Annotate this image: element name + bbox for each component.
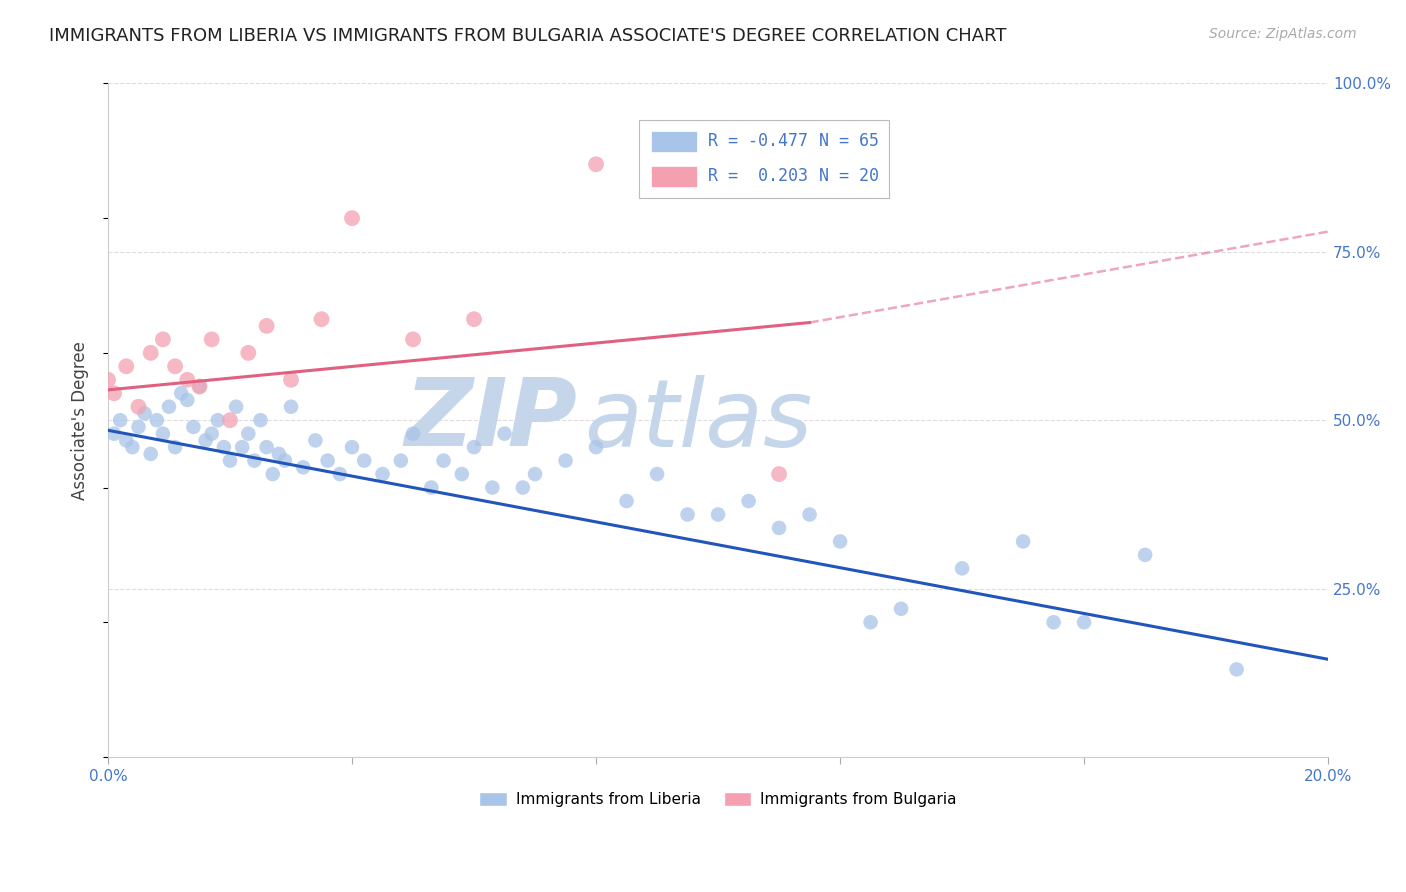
Point bbox=[165, 440, 187, 454]
Point bbox=[616, 494, 638, 508]
Point bbox=[768, 467, 790, 481]
Point bbox=[121, 440, 143, 454]
Point bbox=[340, 440, 363, 454]
Point bbox=[585, 157, 607, 171]
Point bbox=[170, 386, 193, 401]
Point bbox=[645, 467, 668, 481]
Point bbox=[238, 426, 260, 441]
Point bbox=[103, 426, 125, 441]
Point bbox=[1133, 548, 1156, 562]
Point bbox=[243, 453, 266, 467]
Text: R = -0.477: R = -0.477 bbox=[709, 132, 808, 150]
Point bbox=[494, 426, 516, 441]
Point bbox=[152, 332, 174, 346]
Point bbox=[256, 318, 278, 333]
Point bbox=[304, 434, 326, 448]
Point bbox=[128, 420, 150, 434]
Point bbox=[420, 481, 443, 495]
Point bbox=[389, 453, 412, 467]
Bar bbox=[651, 166, 697, 187]
Point bbox=[799, 508, 821, 522]
Point bbox=[481, 481, 503, 495]
Point bbox=[115, 434, 138, 448]
Point bbox=[108, 413, 131, 427]
Point bbox=[524, 467, 547, 481]
Point bbox=[219, 413, 242, 427]
Point bbox=[274, 453, 297, 467]
Point bbox=[176, 392, 198, 407]
Point bbox=[463, 312, 485, 326]
Point bbox=[1226, 662, 1249, 676]
Text: R =  0.203: R = 0.203 bbox=[709, 167, 808, 185]
Point bbox=[128, 400, 150, 414]
Point bbox=[311, 312, 333, 326]
Point bbox=[139, 447, 162, 461]
Point bbox=[183, 420, 205, 434]
Point bbox=[152, 426, 174, 441]
Point bbox=[1073, 615, 1095, 630]
Point bbox=[194, 434, 217, 448]
Point bbox=[207, 413, 229, 427]
Point bbox=[463, 440, 485, 454]
Point bbox=[188, 379, 211, 393]
Point bbox=[950, 561, 973, 575]
Point bbox=[115, 359, 138, 374]
Point bbox=[139, 346, 162, 360]
Point bbox=[219, 453, 242, 467]
Point bbox=[146, 413, 169, 427]
Point bbox=[256, 440, 278, 454]
Bar bbox=[651, 130, 697, 153]
Point bbox=[97, 373, 120, 387]
Point bbox=[280, 373, 302, 387]
Point bbox=[329, 467, 352, 481]
Point bbox=[165, 359, 187, 374]
Y-axis label: Associate's Degree: Associate's Degree bbox=[72, 341, 89, 500]
Point bbox=[676, 508, 699, 522]
Point bbox=[402, 332, 425, 346]
Point bbox=[134, 407, 156, 421]
Point bbox=[554, 453, 576, 467]
Text: ZIP: ZIP bbox=[405, 375, 578, 467]
Point bbox=[737, 494, 759, 508]
Point bbox=[249, 413, 271, 427]
Point bbox=[201, 332, 224, 346]
Point bbox=[292, 460, 315, 475]
Text: IMMIGRANTS FROM LIBERIA VS IMMIGRANTS FROM BULGARIA ASSOCIATE'S DEGREE CORRELATI: IMMIGRANTS FROM LIBERIA VS IMMIGRANTS FR… bbox=[49, 27, 1007, 45]
Point bbox=[176, 373, 198, 387]
Point bbox=[512, 481, 534, 495]
Point bbox=[1012, 534, 1035, 549]
Point bbox=[890, 601, 912, 615]
Point bbox=[828, 534, 851, 549]
Point bbox=[238, 346, 260, 360]
Point bbox=[371, 467, 394, 481]
Point bbox=[231, 440, 253, 454]
Point bbox=[585, 440, 607, 454]
Text: atlas: atlas bbox=[583, 375, 813, 466]
Point bbox=[859, 615, 882, 630]
Point bbox=[450, 467, 472, 481]
Point bbox=[201, 426, 224, 441]
Point bbox=[340, 211, 363, 226]
Point bbox=[768, 521, 790, 535]
Point bbox=[262, 467, 284, 481]
Point bbox=[402, 426, 425, 441]
Point bbox=[267, 447, 290, 461]
Point bbox=[188, 379, 211, 393]
Point bbox=[212, 440, 235, 454]
Legend: Immigrants from Liberia, Immigrants from Bulgaria: Immigrants from Liberia, Immigrants from… bbox=[472, 786, 963, 814]
FancyBboxPatch shape bbox=[638, 120, 889, 198]
Point bbox=[1042, 615, 1064, 630]
Text: N = 65: N = 65 bbox=[820, 132, 879, 150]
Point bbox=[280, 400, 302, 414]
Point bbox=[225, 400, 247, 414]
Point bbox=[353, 453, 375, 467]
Point bbox=[707, 508, 730, 522]
Text: Source: ZipAtlas.com: Source: ZipAtlas.com bbox=[1209, 27, 1357, 41]
Text: N = 20: N = 20 bbox=[820, 167, 879, 185]
Point bbox=[103, 386, 125, 401]
Point bbox=[432, 453, 454, 467]
Point bbox=[316, 453, 339, 467]
Point bbox=[157, 400, 180, 414]
